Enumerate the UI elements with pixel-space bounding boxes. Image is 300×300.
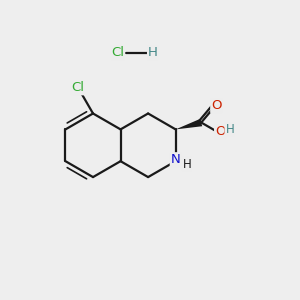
- Text: O: O: [215, 125, 226, 139]
- Text: O: O: [211, 99, 222, 112]
- Text: H: H: [182, 158, 191, 171]
- Text: Cl: Cl: [111, 46, 124, 59]
- Text: H: H: [148, 46, 158, 59]
- Polygon shape: [176, 119, 202, 129]
- Text: Cl: Cl: [71, 81, 84, 94]
- Text: H: H: [225, 123, 234, 136]
- Text: N: N: [171, 153, 181, 166]
